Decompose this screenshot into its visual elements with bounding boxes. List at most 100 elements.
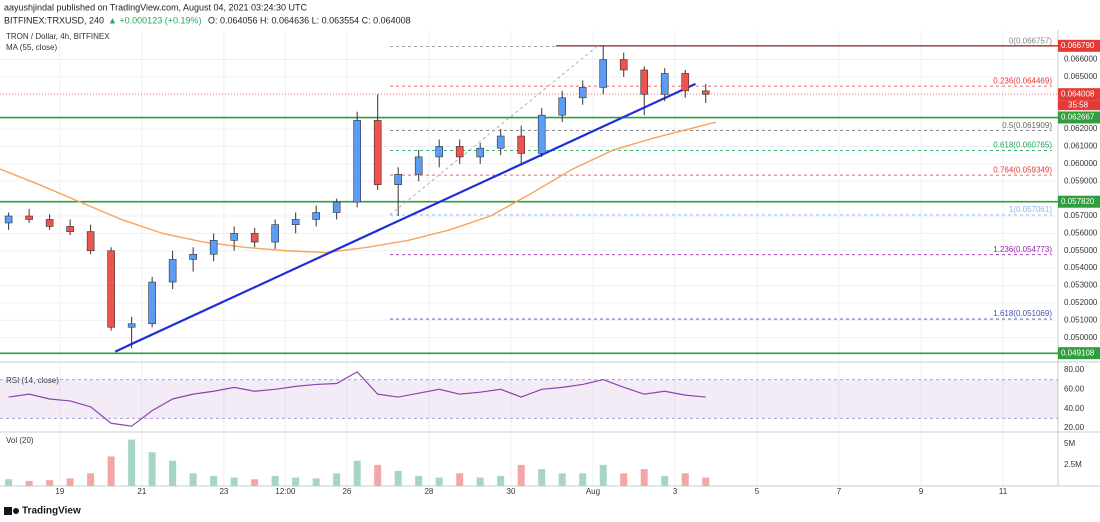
fib-label: 0.618(0.060765) bbox=[993, 141, 1052, 150]
candle-body bbox=[332, 201, 341, 213]
x-tick-label: 21 bbox=[137, 487, 146, 496]
volume-bar bbox=[579, 473, 587, 486]
fib-anchor bbox=[389, 46, 598, 216]
volume-bar bbox=[292, 477, 300, 486]
price-tag bbox=[1058, 88, 1100, 101]
volume-bar bbox=[394, 470, 402, 486]
publisher: aayushjindal published on TradingView.co… bbox=[4, 2, 308, 12]
y-tick-label: 0.057000 bbox=[1064, 211, 1098, 220]
candle-body bbox=[209, 240, 218, 255]
symbol: BITFINEX:TRXUSD, 240 bbox=[4, 15, 104, 25]
candle-body bbox=[230, 233, 238, 241]
price-tag-label: 0.062667 bbox=[1061, 113, 1095, 122]
volume-bar bbox=[210, 475, 218, 486]
candle-body bbox=[107, 250, 115, 328]
price-tag bbox=[1058, 195, 1100, 208]
volume-bar bbox=[558, 473, 566, 486]
candle-body bbox=[496, 135, 505, 149]
fib-label: 1.618(0.051069) bbox=[993, 309, 1052, 318]
candle-body bbox=[189, 253, 197, 260]
fib-label: 0(0.066757) bbox=[1009, 37, 1052, 46]
y-tick-label: 0.055000 bbox=[1064, 246, 1098, 255]
logo bbox=[4, 507, 19, 515]
candle-body bbox=[681, 73, 690, 92]
rsi-tick-label: 60.00 bbox=[1064, 384, 1085, 393]
x-tick-label: 23 bbox=[219, 487, 228, 496]
volume-bar bbox=[271, 475, 279, 486]
price-tag bbox=[1058, 347, 1100, 360]
candle-body bbox=[168, 259, 177, 283]
ma-line bbox=[0, 121, 717, 254]
candle-body bbox=[455, 146, 464, 158]
candle-body bbox=[640, 69, 649, 95]
volume-bar bbox=[107, 456, 115, 486]
volume-bar bbox=[456, 473, 464, 486]
fib-label: 0.764(0.059349) bbox=[993, 165, 1052, 174]
price-tag bbox=[1058, 111, 1100, 124]
volume-bar bbox=[333, 473, 341, 486]
candle-body bbox=[25, 215, 33, 220]
fib-label: 1.236(0.054773) bbox=[993, 245, 1052, 254]
x-tick-label: 5 bbox=[755, 487, 760, 496]
volume-bar bbox=[25, 480, 33, 486]
volume-bar bbox=[497, 475, 505, 486]
candle-body bbox=[578, 87, 587, 99]
volume-bar bbox=[353, 460, 361, 486]
trendline bbox=[114, 82, 696, 353]
volume-bar bbox=[702, 477, 710, 486]
x-tick-label: 28 bbox=[424, 487, 433, 496]
volume-bar bbox=[230, 477, 238, 486]
footer: TradingView bbox=[22, 506, 81, 517]
volume-bar bbox=[640, 469, 648, 486]
candle-body bbox=[619, 59, 628, 71]
volume-bar bbox=[435, 477, 443, 486]
candle-body bbox=[558, 97, 567, 116]
volume-bar bbox=[148, 452, 156, 486]
volume-bar bbox=[415, 475, 423, 486]
candle-body bbox=[414, 156, 423, 175]
volume-bar bbox=[312, 478, 320, 486]
x-tick-label: 12:00 bbox=[275, 487, 296, 496]
fib-label: 1(0.057061) bbox=[1009, 205, 1052, 214]
volume-bar bbox=[169, 460, 177, 486]
y-tick-label: 0.065000 bbox=[1064, 72, 1098, 81]
volume-bar bbox=[374, 464, 382, 486]
price-tag-label: 0.057820 bbox=[1061, 197, 1095, 206]
price-tag-label: 0.064008 bbox=[1061, 89, 1095, 98]
candle-body bbox=[701, 90, 710, 95]
candle-body bbox=[353, 120, 361, 203]
candle-body bbox=[476, 147, 485, 158]
rsi-band bbox=[0, 379, 1058, 419]
x-tick-label: 9 bbox=[919, 487, 924, 496]
x-tick-label: 30 bbox=[507, 487, 516, 496]
volume-bar bbox=[599, 464, 607, 486]
volume-bar bbox=[620, 473, 628, 486]
vol-tick-label: 2.5M bbox=[1064, 460, 1082, 469]
candle-body bbox=[599, 59, 608, 88]
volume-bar bbox=[681, 473, 689, 486]
candle-body bbox=[148, 281, 156, 325]
rsi-tick-label: 40.00 bbox=[1064, 404, 1085, 413]
candle-body bbox=[394, 173, 402, 186]
volume-bar bbox=[251, 479, 259, 486]
countdown: 35:58 bbox=[1068, 100, 1089, 109]
ohlc: O: 0.064056 H: 0.064636 L: 0.063554 C: 0… bbox=[208, 15, 411, 25]
vol-label: Vol (20) bbox=[6, 436, 34, 445]
candle-body bbox=[435, 146, 443, 158]
candle-body bbox=[312, 212, 320, 220]
volume-bar bbox=[189, 473, 197, 486]
y-tick-label: 0.059000 bbox=[1064, 176, 1098, 185]
x-tick-label: 11 bbox=[999, 487, 1008, 496]
candle-body bbox=[271, 224, 279, 243]
price-tag bbox=[1058, 39, 1100, 52]
price-tag-label: 0.049108 bbox=[1061, 348, 1095, 357]
candle-body bbox=[66, 226, 74, 232]
x-tick-label: 7 bbox=[837, 487, 842, 496]
candle-body bbox=[127, 323, 136, 328]
price-tag-label: 0.066790 bbox=[1061, 41, 1095, 50]
rsi-tick-label: 20.00 bbox=[1064, 423, 1085, 432]
candle-body bbox=[45, 219, 54, 227]
y-tick-label: 0.061000 bbox=[1064, 142, 1098, 151]
